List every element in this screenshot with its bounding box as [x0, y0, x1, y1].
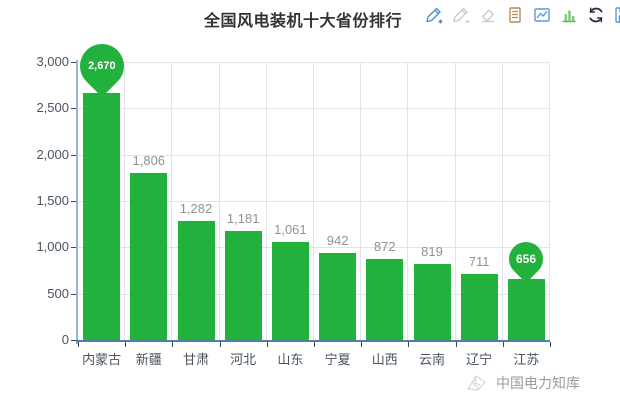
save-image-disk-icon[interactable]: [613, 5, 620, 25]
grid-line-horizontal: [78, 108, 550, 110]
y-axis-label: 2,000: [36, 146, 69, 162]
min-value-pin[interactable]: 656: [502, 235, 551, 284]
grid-line-vertical: [360, 62, 362, 340]
y-axis-label: 1,500: [36, 193, 69, 208]
grid-line-horizontal: [78, 201, 550, 202]
grid-line-horizontal: [78, 62, 550, 63]
grid-line-vertical: [407, 62, 409, 340]
bar-value-label: 1,806: [132, 152, 166, 168]
grid-line-vertical: [171, 62, 173, 340]
grid-line-vertical: [454, 62, 456, 340]
grid-line-vertical: [218, 62, 220, 340]
chart-toolbar: [424, 5, 620, 25]
x-axis-label-宁夏: 宁夏: [324, 352, 351, 367]
bar-value-label: 1,061: [274, 221, 307, 237]
mark-clear-eraser-icon[interactable]: [478, 5, 498, 25]
y-axis-label: 3,000: [36, 54, 69, 69]
x-axis-label-河北: 河北: [230, 352, 257, 367]
bar-甘肃[interactable]: [177, 221, 215, 340]
x-axis-label-云南: 云南: [418, 352, 445, 367]
x-axis-tick: [78, 342, 79, 347]
x-axis-label-内蒙古: 内蒙古: [82, 352, 122, 367]
x-axis-label-江苏: 江苏: [513, 352, 540, 367]
x-axis-tick: [408, 342, 410, 347]
x-axis-tick: [172, 342, 174, 347]
bar-山西[interactable]: [366, 259, 404, 340]
data-view-icon[interactable]: [505, 5, 525, 25]
y-axis-tick: [71, 62, 76, 63]
grid-line-vertical: [313, 62, 314, 340]
mark-pencil-add-icon[interactable]: [424, 5, 444, 25]
pin-value-label: 2,670: [87, 59, 116, 72]
grid-line-horizontal: [78, 293, 550, 295]
x-axis-tick: [219, 342, 221, 347]
bar-value-label: 1,181: [226, 210, 260, 226]
y-axis-label: 2,500: [36, 100, 69, 116]
bar-value-label: 819: [421, 244, 443, 260]
grid-line-vertical: [549, 62, 550, 340]
y-axis-tick: [71, 340, 76, 341]
y-axis-label: 500: [47, 285, 69, 301]
x-axis-label-甘肃: 甘肃: [182, 352, 209, 367]
x-axis-label-新疆: 新疆: [135, 352, 162, 367]
x-axis-label-山西: 山西: [371, 352, 398, 367]
switch-line-chart-icon[interactable]: [532, 5, 552, 25]
mark-pencil-undo-icon[interactable]: [451, 5, 471, 25]
bar-辽宁[interactable]: [460, 274, 498, 340]
x-axis-tick: [361, 342, 363, 347]
x-axis-tick: [550, 342, 551, 347]
y-axis-line: [76, 60, 78, 344]
bar-value-label: 1,282: [179, 201, 213, 217]
bar-宁夏[interactable]: [319, 252, 357, 340]
y-axis-tick: [71, 108, 76, 110]
grid-line-vertical: [501, 62, 503, 340]
x-axis-label-辽宁: 辽宁: [466, 352, 493, 367]
x-axis-tick: [455, 342, 457, 347]
y-axis-tick: [71, 247, 76, 249]
x-axis-line: [76, 340, 550, 342]
bar-新疆[interactable]: [130, 172, 168, 340]
restore-refresh-icon[interactable]: [586, 5, 606, 25]
publisher-logo-icon: [464, 373, 490, 393]
x-axis-tick: [266, 342, 268, 347]
watermark: 中国电力知库: [464, 373, 580, 393]
x-axis-tick: [125, 342, 127, 347]
y-axis-tick: [71, 201, 76, 202]
x-axis-tick: [314, 342, 315, 347]
y-axis-tick: [71, 293, 76, 295]
bar-山东[interactable]: [271, 241, 309, 340]
pin-value-label: 656: [516, 252, 537, 267]
bar-value-label: 942: [326, 232, 349, 248]
grid-line-vertical: [265, 62, 267, 340]
bar-value-label: 711: [468, 254, 490, 270]
y-axis-label: 0: [61, 332, 69, 347]
y-axis-tick: [71, 154, 76, 156]
bar-江苏[interactable]: [507, 279, 545, 340]
switch-bar-chart-icon[interactable]: [559, 5, 579, 25]
bar-内蒙古[interactable]: [83, 92, 121, 340]
bar-chart-plot: 0 500 1,000 1,500 2,000 2,500 3,000 2,670 内蒙古 1,8…: [36, 34, 551, 367]
chart-title: 全国风电装机十大省份排行: [204, 13, 403, 30]
grid-line-horizontal: [78, 154, 550, 156]
x-axis-label-山东: 山东: [277, 352, 304, 367]
bar-value-label: 872: [373, 239, 396, 255]
bar-河北[interactable]: [224, 230, 262, 340]
bar-云南[interactable]: [413, 264, 451, 340]
x-axis-tick: [502, 342, 504, 347]
grid-line-horizontal: [78, 247, 550, 249]
grid-line-vertical: [124, 62, 126, 340]
publisher-name: 中国电力知库: [496, 375, 580, 391]
y-axis-label: 1,000: [36, 239, 69, 255]
